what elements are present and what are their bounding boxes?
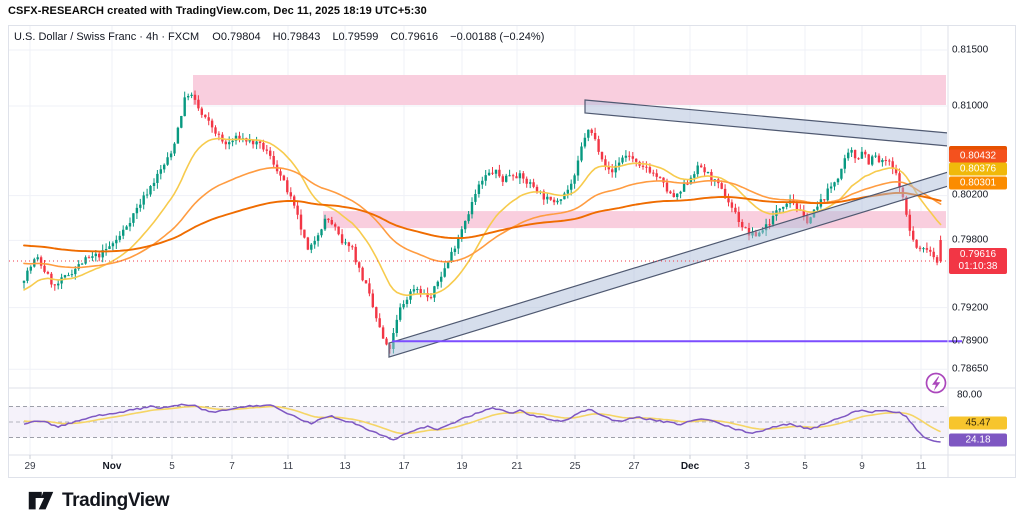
ma-price-badge: 0.80376 [949, 162, 1007, 176]
price-axis-label: 0.79800 [952, 234, 989, 246]
time-axis-label: 5 [802, 461, 808, 472]
ma-fast-line [23, 137, 942, 297]
change-value: −0.00188 (−0.24%) [450, 31, 545, 43]
rsi-ma-line [23, 405, 941, 435]
time-axis-label: 9 [859, 461, 865, 472]
ma-slow-line [23, 191, 942, 253]
price-axis-label: 0.81000 [952, 100, 989, 112]
price-axis-label: 0.78650 [952, 363, 989, 375]
high-value: H0.79843 [272, 31, 321, 43]
tradingview-logo-icon [28, 491, 54, 510]
symbol-title: U.S. Dollar / Swiss Franc · 4h · FXCM [14, 31, 200, 43]
time-axis-label: 7 [229, 461, 235, 472]
time-axis-label: 13 [339, 461, 351, 472]
time-axis-label: 21 [511, 461, 523, 472]
time-axis-label: 11 [282, 461, 294, 472]
close-value: C0.79616 [390, 31, 439, 43]
ma-price-badge: 0.80301 [949, 176, 1007, 190]
tradingview-logo[interactable]: TradingView [28, 489, 170, 513]
rsi-value-badge: 45.47 [949, 416, 1007, 430]
price-axis-label: 0.78900 [952, 335, 989, 347]
time-axis-label: 19 [456, 461, 468, 472]
price-axis-label: 0.81500 [952, 44, 989, 56]
time-axis-label: 25 [569, 461, 581, 472]
time-axis-label: 11 [915, 461, 927, 472]
symbol-legend: U.S. Dollar / Swiss Franc · 4h · FXCM O0… [14, 31, 553, 43]
time-axis-label: Nov [102, 461, 122, 472]
time-axis-label: 5 [169, 461, 175, 472]
time-axis-label: Dec [680, 461, 700, 472]
hidden-ma-badge-sliver [949, 146, 1007, 152]
price-axis-label: 0.80200 [952, 189, 989, 201]
time-axis-label: 17 [398, 461, 410, 472]
tradingview-logo-text: TradingView [62, 490, 170, 511]
rsi-value-badge: 24.18 [949, 433, 1007, 447]
ma-mid-line [23, 166, 942, 269]
rsi-axis-label: 80.00 [957, 389, 983, 401]
lightning-icon [932, 376, 941, 391]
watermark-header: CSFX-RESEARCH created with TradingView.c… [8, 5, 427, 17]
open-value: O0.79804 [212, 31, 261, 43]
rsi-line [23, 403, 941, 443]
time-axis-label: 27 [628, 461, 640, 472]
time-axis-label: 3 [744, 461, 750, 472]
lightning-button[interactable] [925, 372, 947, 394]
price-axis-label: 0.79200 [952, 302, 989, 314]
current-price-badge: 0.79616 01:10:38 [949, 248, 1007, 274]
ma-price-badge: 0.80432 [949, 149, 1007, 163]
time-axis-label: 29 [24, 461, 36, 472]
low-value: L0.79599 [332, 31, 379, 43]
